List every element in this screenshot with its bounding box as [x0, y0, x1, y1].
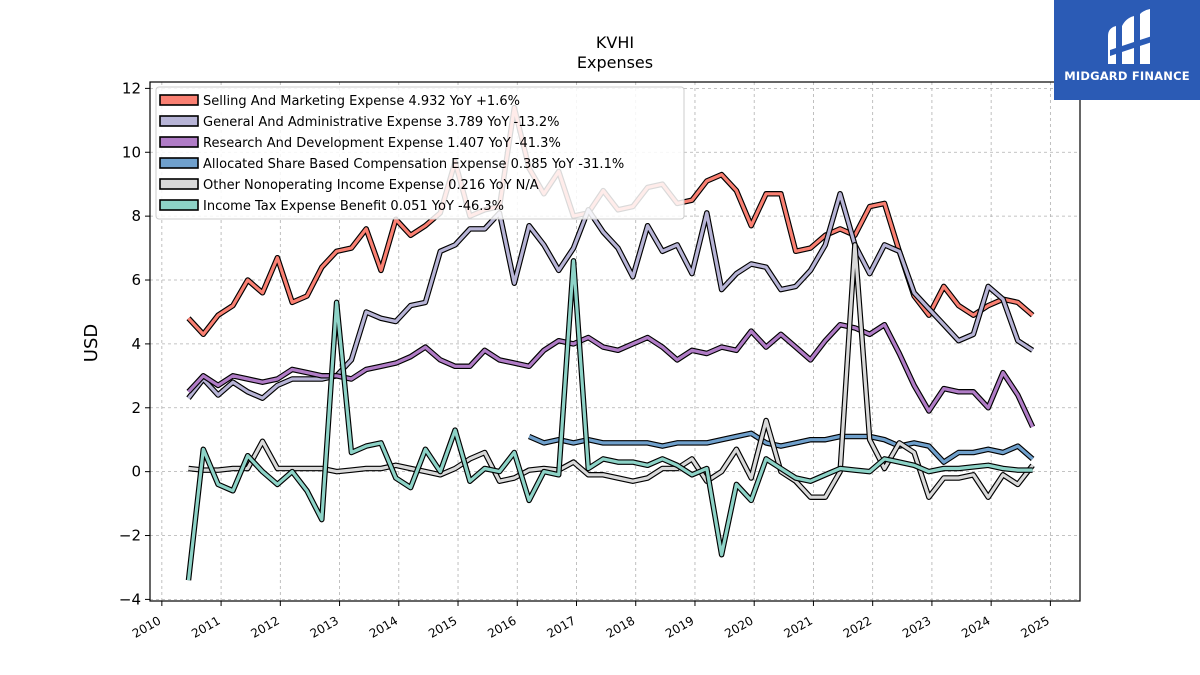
income-tax-expense-benefit-line-outline — [185, 258, 1033, 581]
income-tax-expense-benefit-line — [186, 259, 1033, 581]
y-tick-label: −4 — [119, 590, 141, 608]
other-nonoperating-income-expense-line — [188, 243, 1034, 499]
x-tick-label: 2017 — [545, 613, 578, 640]
legend-swatch — [159, 178, 199, 190]
midgard-logo-icon — [1108, 9, 1152, 64]
plot-area-frame — [149, 81, 1081, 602]
x-tick-label: 2021 — [781, 613, 814, 640]
y-tick-label: 0 — [131, 463, 141, 481]
x-tick-label: 2023 — [900, 613, 933, 640]
series-lines — [185, 104, 1036, 581]
legend-swatch — [159, 94, 199, 106]
y-tick-label: 6 — [131, 271, 141, 289]
y-tick-label: 8 — [131, 207, 141, 225]
y-tick-label: 2 — [131, 399, 141, 417]
x-tick-label: 2013 — [308, 613, 341, 640]
allocated-share-based-compensation-expense-line — [528, 431, 1034, 464]
y-tick-label: 4 — [131, 335, 141, 353]
legend-swatch — [159, 157, 199, 169]
y-axis-label: USD — [81, 324, 102, 362]
y-tick-label: 10 — [122, 143, 141, 161]
legend-entry-label: Selling And Marketing Expense 4.932 YoY … — [203, 94, 520, 109]
x-tick-label: 2025 — [1018, 613, 1051, 640]
chart-subtitle: Expenses — [577, 53, 653, 72]
x-tick-label: 2016 — [485, 613, 518, 640]
x-tick-label: 2022 — [841, 613, 874, 640]
legend-swatch — [159, 199, 199, 211]
y-tick-label: 12 — [122, 79, 141, 97]
x-tick-label: 2018 — [604, 613, 637, 640]
legend-box — [155, 86, 685, 220]
brand-logo: MIDGARD FINANCE — [1054, 0, 1200, 100]
legend-entry-label: General And Administrative Expense 3.789… — [203, 115, 560, 130]
legend-entry-label: Research And Development Expense 1.407 Y… — [203, 136, 561, 151]
x-tick-label: 2015 — [426, 613, 459, 640]
legend-entry-label: Other Nonoperating Income Expense 0.216 … — [203, 178, 539, 193]
x-tick-label: 2012 — [248, 613, 281, 640]
legend-swatch — [159, 136, 199, 148]
chart-title: KVHI — [596, 33, 634, 52]
y-tick-label: −2 — [119, 527, 141, 545]
legend: Selling And Marketing Expense 4.932 YoY … — [155, 86, 685, 220]
x-tick-label: 2010 — [130, 613, 163, 640]
x-tick-label: 2011 — [189, 613, 222, 640]
x-tick-label: 2014 — [367, 613, 400, 640]
x-axis-ticks: 2010 2011 2012 2013 2014 2015 2016 2017 2018 2019… — [130, 601, 1052, 641]
legend-swatch — [159, 115, 199, 127]
y-axis-ticks: −4 −2 0 2 4 6 8 10 12 — [119, 79, 150, 608]
x-tick-label: 2019 — [663, 613, 696, 640]
legend-entry-label: Allocated Share Based Compensation Expen… — [203, 157, 624, 172]
x-tick-label: 2020 — [722, 613, 755, 640]
research-and-development-expense-line — [187, 323, 1035, 428]
brand-name: MIDGARD FINANCE — [1064, 69, 1190, 83]
legend-entry-label: Income Tax Expense Benefit 0.051 YoY -46… — [203, 199, 504, 214]
x-tick-label: 2024 — [959, 613, 992, 640]
